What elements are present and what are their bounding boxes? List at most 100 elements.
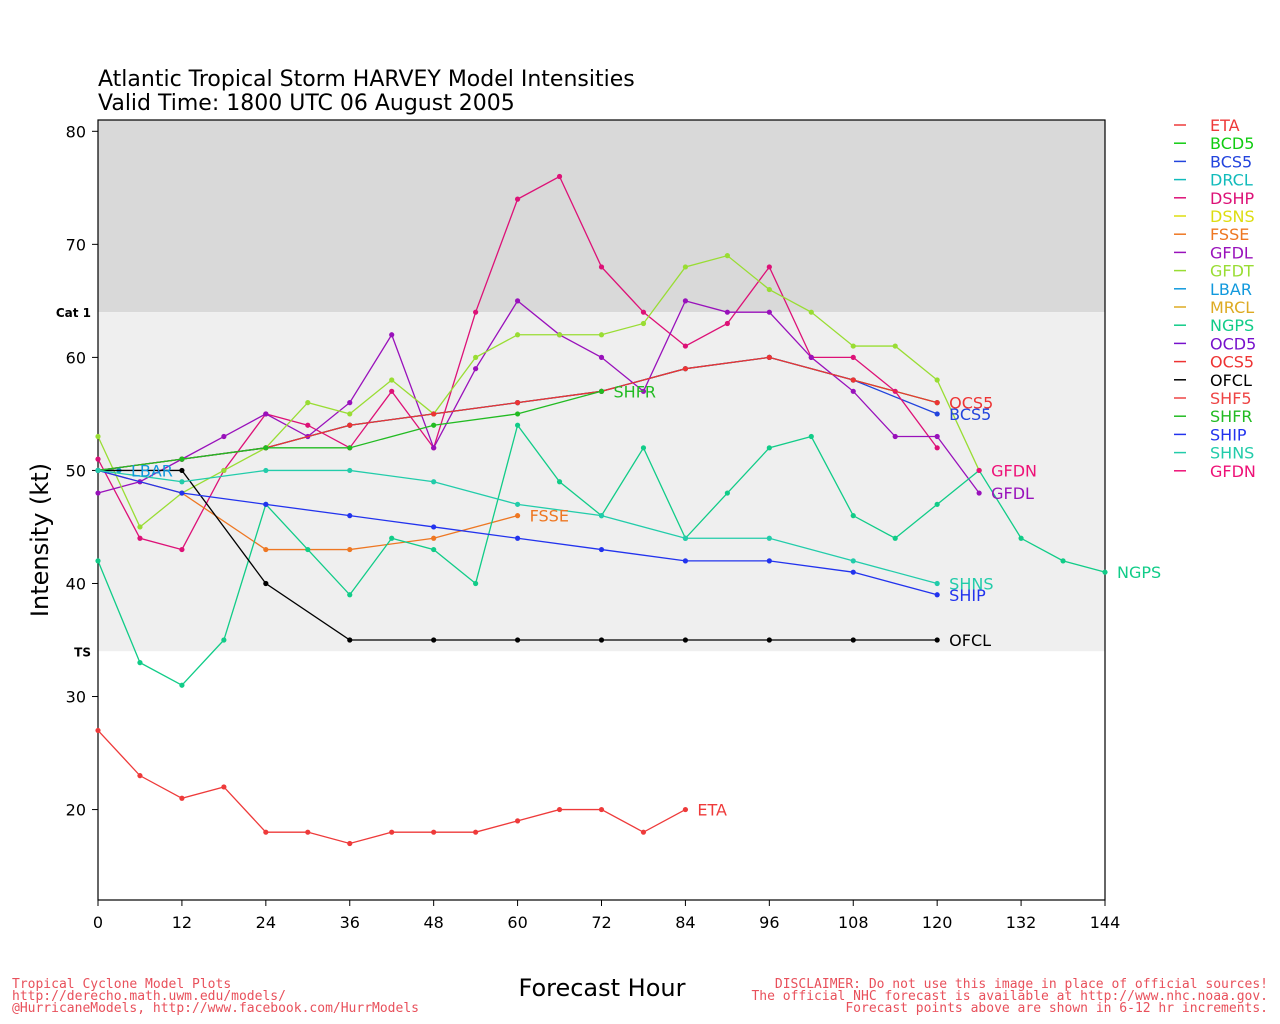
- data-point: [640, 388, 647, 394]
- x-tick-label: 120: [922, 913, 953, 932]
- legend-item: SHF5: [1174, 389, 1252, 408]
- data-point: [431, 445, 437, 451]
- legend-label: SHNS: [1210, 444, 1254, 463]
- series-ofcl: [95, 467, 940, 643]
- data-point: [808, 309, 814, 315]
- legend: ETABCD5BCS5DRCLDSHPDSNSFSSEGFDLGFDTLBARM…: [1174, 116, 1256, 481]
- x-tick-label: 144: [1090, 913, 1121, 932]
- legend-item: ETA: [1174, 116, 1240, 135]
- legend-label: SHIP: [1210, 425, 1247, 444]
- data-point: [976, 490, 982, 496]
- series-line: [97, 254, 980, 528]
- data-point: [305, 546, 311, 553]
- data-point: [347, 422, 353, 428]
- data-point: [766, 264, 772, 270]
- legend-item: DSHP: [1174, 189, 1255, 208]
- data-point: [766, 354, 772, 360]
- threshold-label: Cat 1: [56, 306, 91, 320]
- x-tick-label: 0: [93, 913, 103, 932]
- data-point: [473, 580, 479, 587]
- model-end-labels: ETA BCS5 FSSE GFDL LBAR NGPS OCS5 OFCL SHFR SHIPS…: [131, 382, 1161, 819]
- threshold-label: TS: [74, 645, 91, 659]
- data-point: [892, 535, 898, 541]
- data-point: [934, 411, 940, 417]
- data-point: [179, 795, 185, 801]
- x-axis-label: Forecast Hour: [519, 974, 686, 1002]
- data-point: [263, 546, 269, 553]
- data-point: [934, 592, 940, 598]
- x-tick-label: 24: [256, 913, 276, 932]
- data-point: [347, 546, 353, 553]
- data-point: [431, 524, 437, 530]
- data-point: [514, 501, 521, 507]
- data-point: [850, 377, 856, 383]
- data-point: [808, 354, 814, 360]
- footer-right: DISCLAIMER: Do not use this image in pla…: [751, 977, 1268, 1016]
- legend-label: ETA: [1210, 116, 1240, 135]
- data-point: [934, 501, 940, 507]
- series-end-label: NGPS: [1117, 563, 1161, 582]
- legend-label: FSSE: [1210, 225, 1249, 244]
- data-point: [305, 422, 311, 428]
- footer-left-line-1: Tropical Cyclone Model Plots: [12, 977, 231, 992]
- series-end-label: SHNS: [949, 574, 993, 593]
- legend-label: GFDL: [1210, 243, 1253, 262]
- data-point: [221, 637, 227, 643]
- series-end-label: OCS5: [949, 394, 993, 413]
- data-point: [766, 558, 772, 564]
- data-point: [473, 829, 479, 835]
- x-tick-label: 12: [172, 913, 192, 932]
- data-point: [179, 490, 185, 496]
- data-point: [640, 445, 647, 451]
- data-point: [598, 264, 605, 270]
- data-point: [640, 829, 647, 835]
- data-point: [892, 433, 898, 440]
- data-point: [263, 445, 269, 451]
- legend-label: NGPS: [1210, 316, 1254, 335]
- legend-label: DRCL: [1210, 171, 1253, 190]
- series-end-label: GFDN: [991, 461, 1037, 480]
- data-point: [766, 309, 772, 315]
- x-tick-label: 132: [1006, 913, 1037, 932]
- data-point: [137, 535, 143, 541]
- legend-label: OCD5: [1210, 334, 1256, 353]
- legend-item: OFCL: [1174, 371, 1252, 390]
- data-point: [431, 546, 437, 553]
- data-point: [724, 309, 730, 315]
- data-point: [850, 513, 856, 519]
- data-point: [263, 467, 269, 474]
- data-point: [305, 400, 311, 406]
- data-point: [598, 332, 605, 338]
- data-point: [724, 253, 730, 259]
- data-point: [347, 445, 353, 451]
- data-point: [389, 535, 395, 541]
- data-point: [850, 343, 856, 349]
- data-point: [934, 400, 940, 406]
- data-point: [305, 829, 311, 835]
- intensity-bands: [98, 120, 1105, 900]
- legend-label: GFDT: [1210, 262, 1254, 281]
- data-point: [347, 513, 353, 519]
- data-point: [556, 173, 563, 180]
- data-point: [556, 806, 563, 813]
- data-point: [473, 354, 479, 360]
- data-point: [934, 377, 940, 383]
- data-point: [598, 637, 605, 643]
- data-point: [514, 818, 521, 824]
- data-point: [179, 456, 185, 462]
- data-point: [1018, 535, 1024, 541]
- data-point: [179, 467, 185, 474]
- data-point: [766, 535, 772, 541]
- series-end-label: SHFR: [614, 382, 657, 401]
- data-point: [347, 637, 353, 643]
- footer-right-line-1: DISCLAIMER: Do not use this image in pla…: [775, 977, 1268, 992]
- data-point: [556, 332, 563, 338]
- data-point: [389, 388, 395, 394]
- data-point: [766, 286, 772, 293]
- footer-right-line-2: The official NHC forecast is available a…: [751, 989, 1268, 1004]
- data-point: [808, 433, 814, 440]
- data-point: [179, 682, 185, 688]
- data-point: [514, 411, 521, 417]
- legend-item: GFDT: [1174, 262, 1254, 281]
